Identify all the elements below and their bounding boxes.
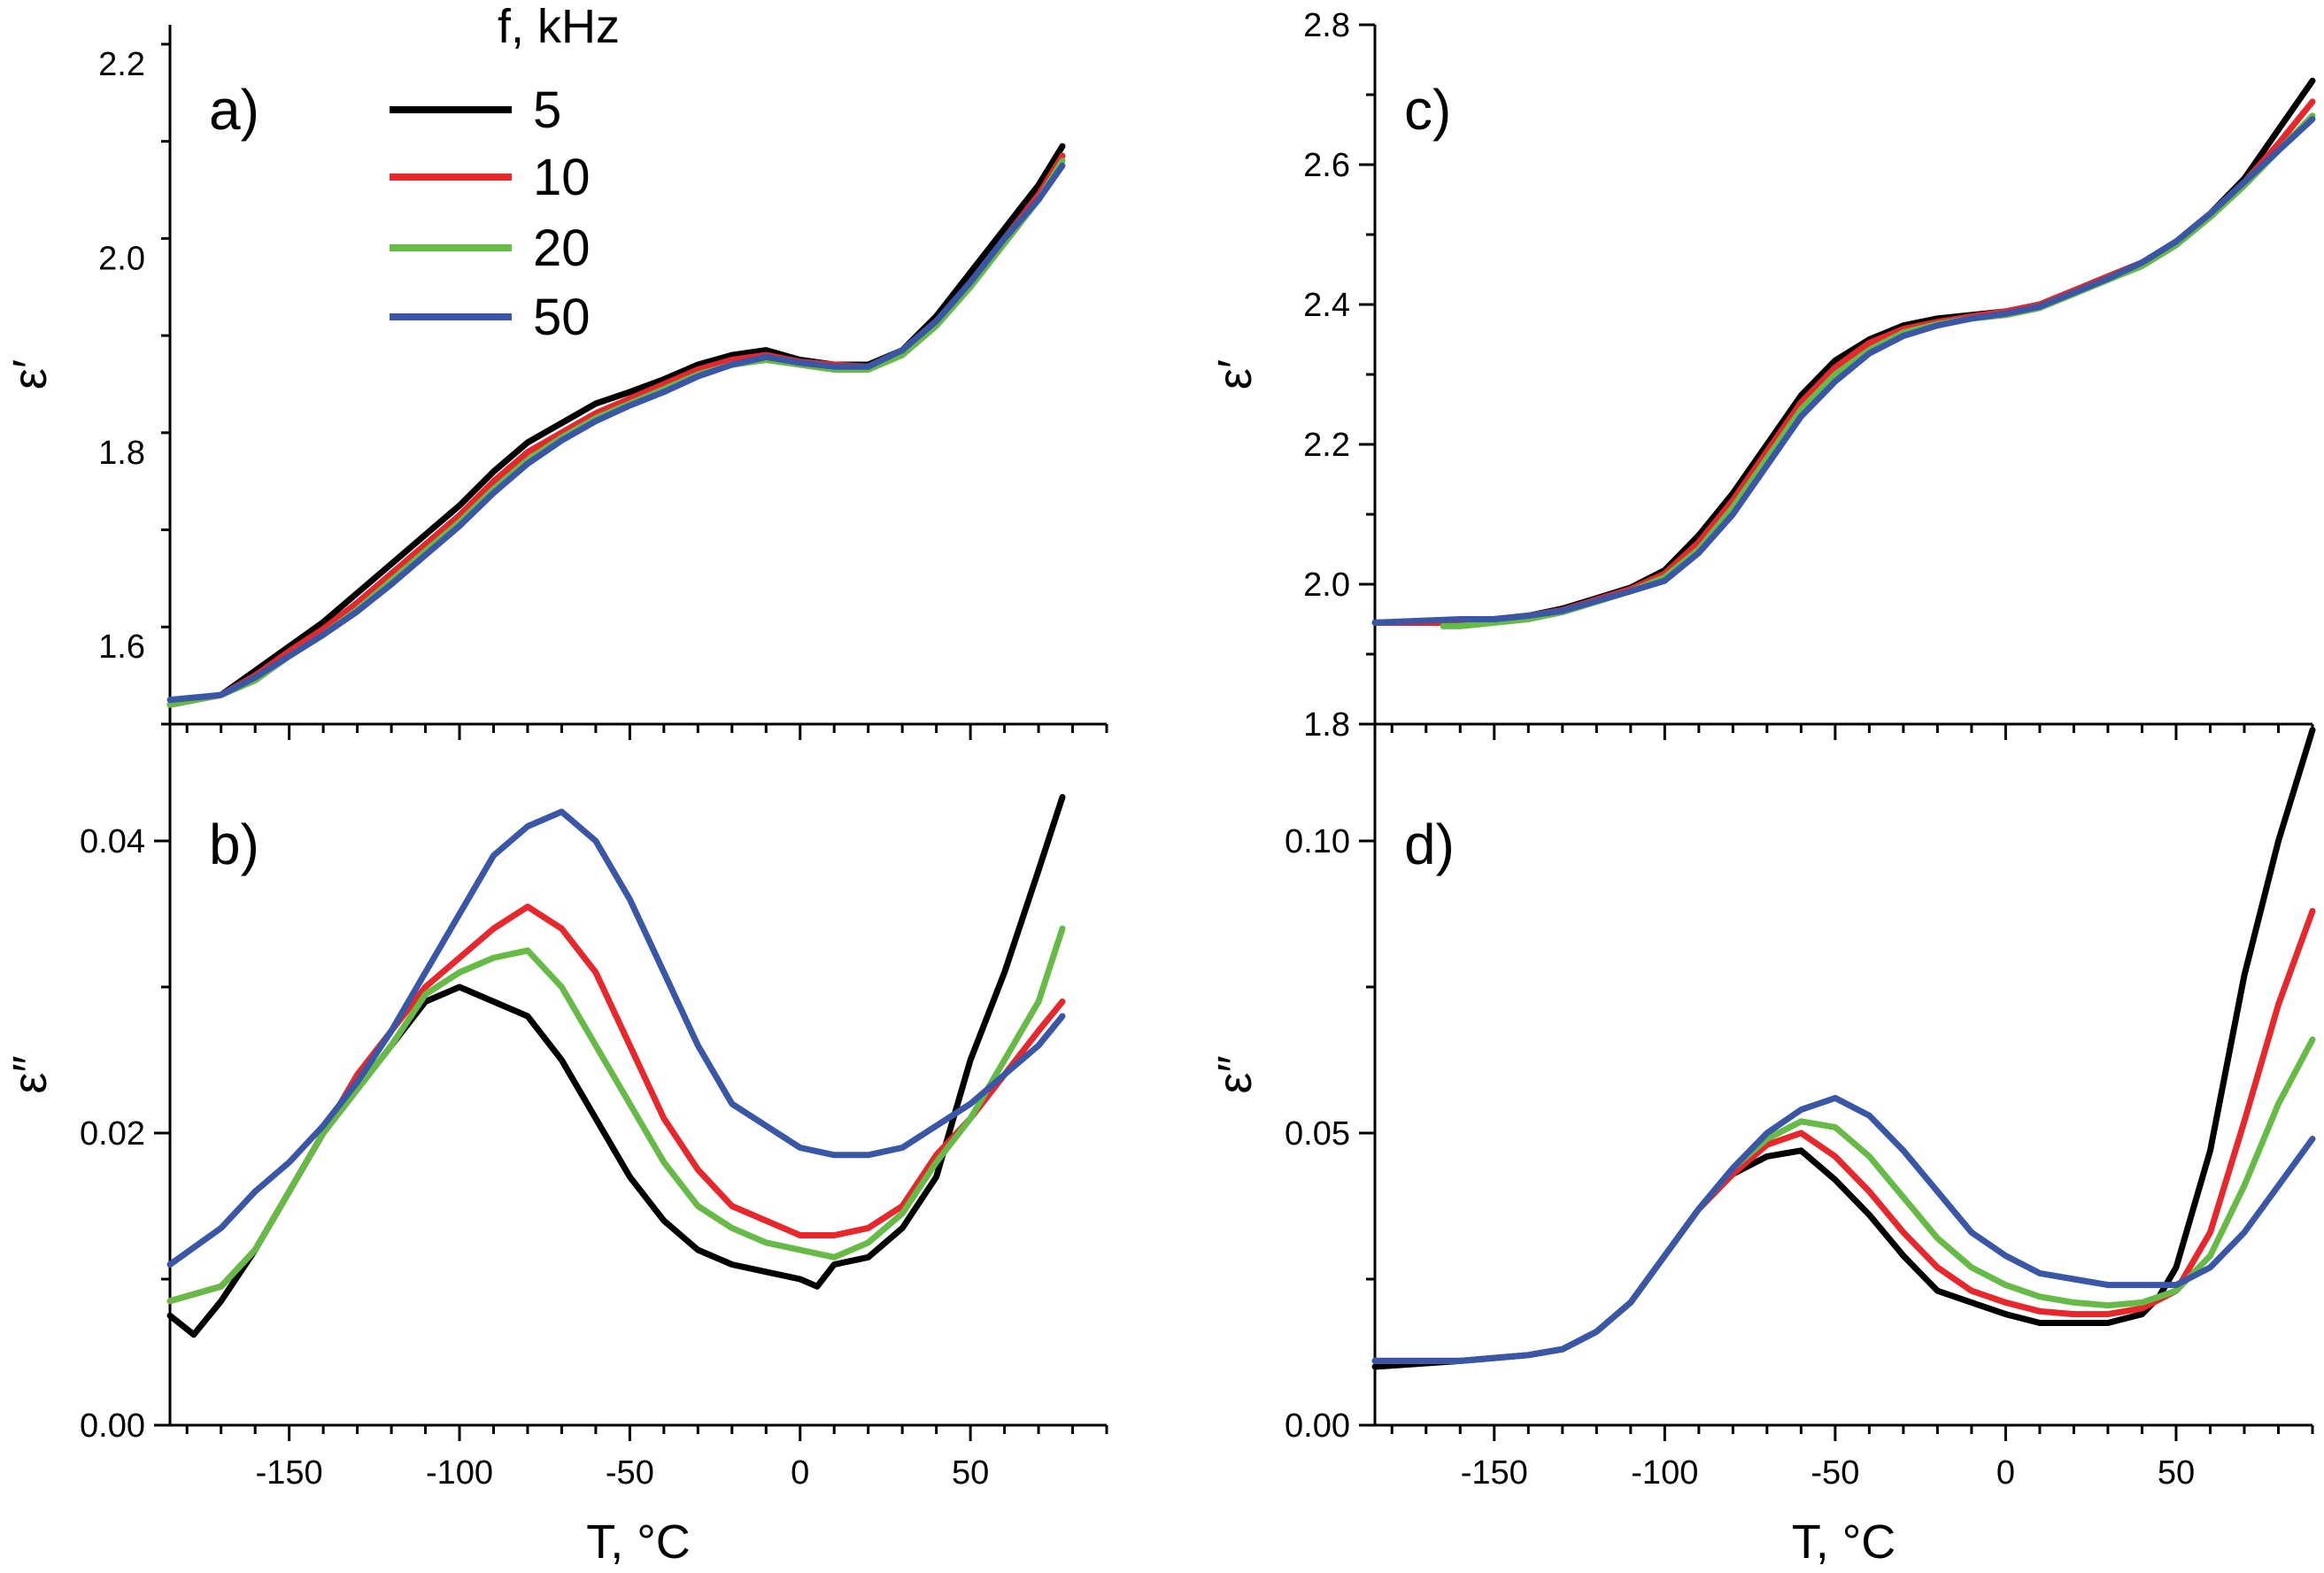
x-tick-label: 0 <box>1996 1454 2015 1492</box>
legend: f, kHz 5 10 20 50 <box>390 0 620 346</box>
series-line-50khz <box>166 162 1066 704</box>
y-tick-label: 2.2 <box>1303 427 1350 464</box>
x-axis-title: T, °C <box>1792 1515 1896 1569</box>
legend-label-50: 50 <box>533 289 591 346</box>
panel-label: a) <box>209 78 259 142</box>
panel-label: b) <box>209 813 259 876</box>
y-tick-label: 2.4 <box>1303 287 1350 324</box>
y-tick-label: 1.8 <box>1303 706 1350 744</box>
x-tick-label: 50 <box>2158 1454 2195 1492</box>
y-axis-title: ε′ <box>1208 359 1262 389</box>
series-line-50khz <box>166 808 1066 1268</box>
legend-label-20: 20 <box>533 220 591 277</box>
series-line-10khz <box>1371 98 2316 626</box>
series-line-50khz <box>1371 1094 2316 1364</box>
x-tick-label: -50 <box>606 1454 654 1492</box>
series-line-5khz <box>1371 77 2316 626</box>
panel-label: c) <box>1404 78 1451 142</box>
series-line-10khz <box>166 903 1066 1305</box>
series-line-20khz <box>1371 1036 2316 1364</box>
x-tick-label: -100 <box>426 1454 493 1492</box>
y-tick-label: 2.6 <box>1303 147 1350 184</box>
x-axis-title: T, °C <box>586 1515 691 1569</box>
y-tick-label: 0.00 <box>1285 1407 1350 1445</box>
x-tick-label: -150 <box>256 1454 323 1492</box>
y-tick-label: 0.00 <box>80 1407 145 1445</box>
y-tick-label: 0.04 <box>80 823 145 860</box>
x-tick-label: -100 <box>1631 1454 1698 1492</box>
series-line-20khz <box>1440 112 2316 629</box>
panel-d: -150 -100 -50 0 50 0.00 0.05 0.10 d) ε″ T, °C <box>1208 724 2316 1569</box>
panel-a: 1.6 1.8 2.0 2.2 a) ε′ <box>4 25 1108 740</box>
series-line-20khz <box>166 925 1066 1305</box>
y-axis-title: ε″ <box>1208 1055 1262 1093</box>
y-axis-title: ε″ <box>4 1055 57 1093</box>
x-tick-label: 50 <box>952 1454 989 1492</box>
series-line-5khz <box>1371 727 2316 1370</box>
panel-b: -150 -100 -50 0 50 0.00 0.02 0.04 b) ε″ T, °C <box>4 724 1108 1569</box>
panel-label: d) <box>1404 813 1455 876</box>
series-line-20khz <box>166 158 1066 708</box>
series-line-50khz <box>1371 116 2316 626</box>
y-tick-label: 2.2 <box>98 46 145 83</box>
series-line-10khz <box>166 152 1066 708</box>
legend-title: f, kHz <box>498 0 620 53</box>
panel-c: 1.8 2.0 2.2 2.4 2.6 2.8 c) ε′ <box>1208 7 2316 744</box>
y-tick-label: 1.8 <box>98 435 145 472</box>
y-tick-label: 0.10 <box>1285 823 1350 860</box>
x-tick-label: -150 <box>1461 1454 1528 1492</box>
y-tick-label: 1.6 <box>98 628 145 666</box>
legend-label-10: 10 <box>533 149 591 206</box>
y-tick-label: 0.02 <box>80 1115 145 1153</box>
x-tick-label: -50 <box>1811 1454 1859 1492</box>
legend-label-5: 5 <box>533 81 561 139</box>
x-tick-label: 0 <box>791 1454 809 1492</box>
y-tick-label: 2.0 <box>98 240 145 277</box>
y-tick-label: 2.0 <box>1303 567 1350 604</box>
series-line-5khz <box>166 143 1066 708</box>
y-tick-label: 0.05 <box>1285 1115 1350 1153</box>
y-axis-title: ε′ <box>4 359 57 389</box>
y-tick-label: 2.8 <box>1303 7 1350 44</box>
